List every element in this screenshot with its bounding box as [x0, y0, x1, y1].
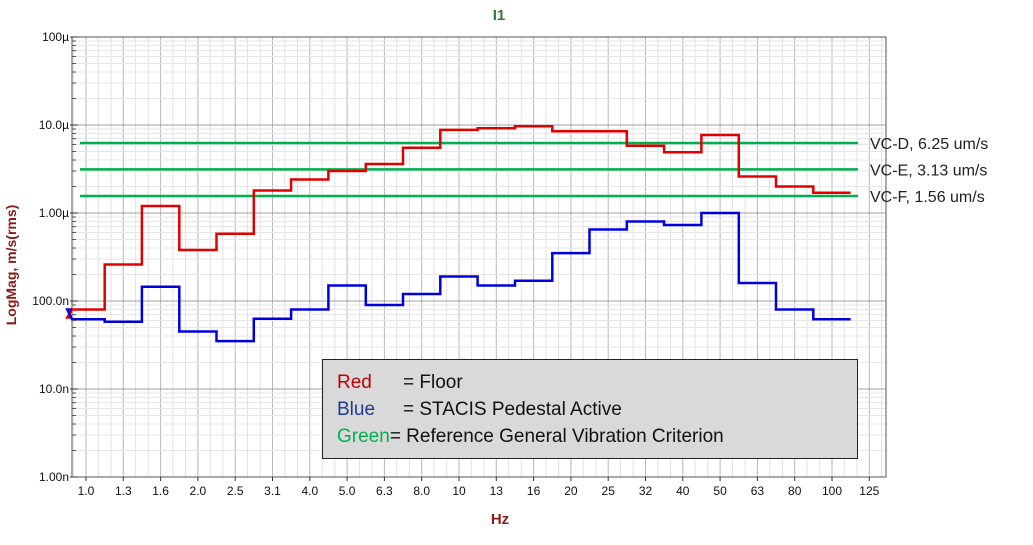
- reference-line-label: VC-D, 6.25 um/s: [870, 136, 988, 153]
- y-tick-label: 10.0n: [39, 382, 69, 396]
- x-tick-label: 40: [676, 484, 690, 498]
- x-tick-label: 1.0: [78, 484, 95, 498]
- x-tick-label: 1.3: [115, 484, 132, 498]
- x-tick-label: 3.1: [264, 484, 281, 498]
- x-tick-label: 8.0: [413, 484, 430, 498]
- x-tick-label: 13: [490, 484, 504, 498]
- reference-line-label: VC-E, 3.13 um/s: [870, 162, 987, 179]
- x-tick-label: 20: [564, 484, 578, 498]
- x-tick-label: 1.6: [152, 484, 169, 498]
- y-tick-label: 100µ: [42, 30, 69, 44]
- y-tick-label: 1.00µ: [39, 206, 69, 220]
- legend: Red = Floor Blue = STACIS Pedestal Active …: [322, 359, 858, 459]
- x-axis-label: Hz: [491, 511, 509, 528]
- x-tick-label: 80: [788, 484, 802, 498]
- legend-row-green: Green= Reference General Vibration Crite…: [337, 423, 843, 450]
- x-tick-label: 125: [859, 484, 879, 498]
- x-tick-label: 16: [527, 484, 541, 498]
- x-tick-label: 10: [452, 484, 466, 498]
- chart-title: I1: [493, 7, 506, 24]
- y-tick-label: 100.0n: [32, 294, 69, 308]
- plot-frame: [71, 36, 887, 478]
- legend-key-green: Green: [337, 426, 390, 447]
- x-tick-label: 4.0: [301, 484, 318, 498]
- legend-key-blue: Blue: [337, 399, 376, 420]
- x-tick-label: 25: [602, 484, 616, 498]
- x-tick-label: 63: [751, 484, 765, 498]
- x-tick-label: 2.0: [190, 484, 207, 498]
- legend-text-blue: = STACIS Pedestal Active: [403, 399, 622, 420]
- x-tick-label: 6.3: [376, 484, 393, 498]
- legend-text-green: = Reference General Vibration Criterion: [389, 426, 724, 447]
- x-tick-label: 5.0: [339, 484, 356, 498]
- reference-line-label: VC-F, 1.56 um/s: [870, 189, 985, 206]
- y-axis-label: LogMag, m/s(rms): [3, 205, 19, 326]
- x-tick-label: 2.5: [227, 484, 244, 498]
- y-tick-label: 10.0µ: [39, 118, 69, 132]
- x-tick-label: 32: [639, 484, 653, 498]
- legend-row-blue: Blue = STACIS Pedestal Active: [337, 396, 843, 423]
- series-red-line: [65, 124, 851, 319]
- x-tick-label: 100: [822, 484, 842, 498]
- legend-row-red: Red = Floor: [337, 369, 843, 396]
- legend-key-red: Red: [337, 372, 372, 393]
- legend-text-red: = Floor: [403, 372, 463, 393]
- y-tick-label: 1.00n: [39, 470, 69, 484]
- series-blue-line: [65, 211, 851, 343]
- x-tick-label: 50: [713, 484, 727, 498]
